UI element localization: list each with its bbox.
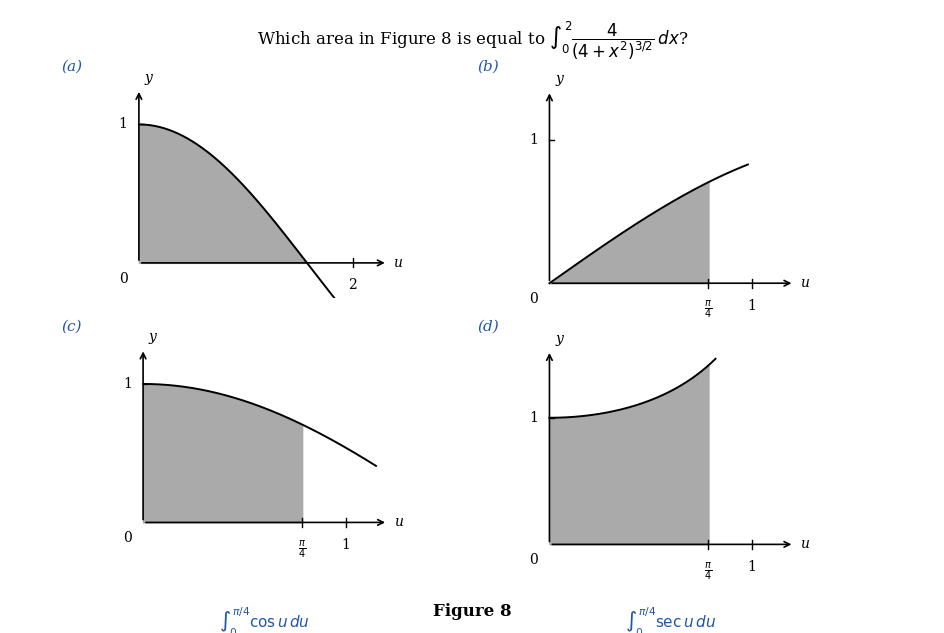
Text: (d): (d) (477, 320, 498, 334)
Text: 1: 1 (123, 377, 131, 391)
Text: 1: 1 (341, 538, 349, 552)
Text: u: u (799, 276, 808, 290)
Text: $\int_0^{\pi/4} \cos u\, du$: $\int_0^{\pi/4} \cos u\, du$ (219, 606, 310, 633)
Text: y: y (554, 72, 563, 86)
Text: $\int_0^{\pi/2} \cos u\, du$: $\int_0^{\pi/2} \cos u\, du$ (219, 346, 310, 380)
Text: 0: 0 (119, 272, 127, 285)
Text: y: y (148, 330, 157, 344)
Text: $\int_0^{\pi/4} \sin u\, du$: $\int_0^{\pi/4} \sin u\, du$ (627, 346, 714, 380)
Text: 0: 0 (529, 553, 537, 567)
Text: Figure 8: Figure 8 (432, 603, 512, 620)
Text: 1: 1 (529, 134, 537, 147)
Text: $\int_0^{\pi/4} \sec u\, du$: $\int_0^{\pi/4} \sec u\, du$ (625, 606, 716, 633)
Text: (b): (b) (477, 60, 498, 74)
Text: 0: 0 (123, 531, 131, 545)
Text: u: u (799, 537, 808, 551)
Text: $\frac{\pi}{4}$: $\frac{\pi}{4}$ (297, 538, 306, 560)
Text: y: y (144, 71, 152, 85)
Text: 1: 1 (747, 560, 755, 574)
Text: 2: 2 (348, 279, 357, 292)
Text: (c): (c) (61, 320, 82, 334)
Text: u: u (393, 515, 402, 529)
Text: (a): (a) (61, 60, 82, 74)
Text: $\frac{\pi}{4}$: $\frac{\pi}{4}$ (703, 299, 712, 320)
Text: 1: 1 (747, 299, 755, 313)
Text: Which area in Figure 8 is equal to $\int_0^2 \dfrac{4}{(4+x^2)^{3/2}}\,dx$?: Which area in Figure 8 is equal to $\int… (257, 19, 687, 62)
Text: u: u (393, 256, 402, 270)
Text: 0: 0 (529, 292, 537, 306)
Text: 1: 1 (529, 411, 537, 425)
Text: y: y (554, 332, 563, 346)
Text: $\frac{\pi}{4}$: $\frac{\pi}{4}$ (703, 560, 712, 582)
Text: 1: 1 (119, 118, 127, 132)
